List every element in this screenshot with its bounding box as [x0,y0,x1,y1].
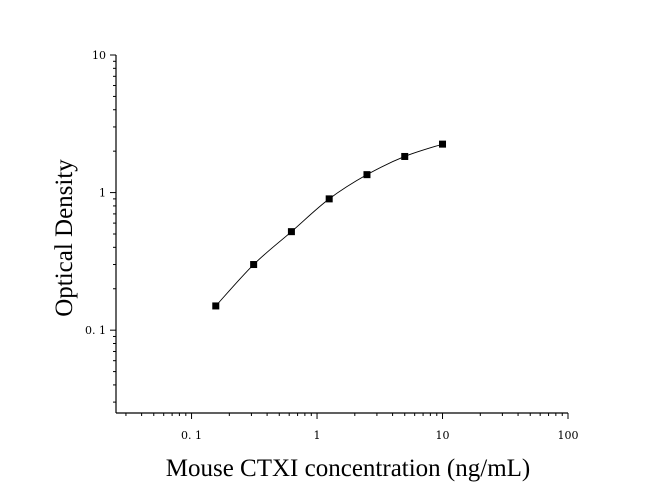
x-axis-title: Mouse CTXI concentration (ng/mL) [166,455,531,482]
x-tick-label: 1 [314,429,321,442]
data-point [212,302,220,310]
x-tick-label: 100 [558,429,579,442]
y-tick-label: 10 [92,49,106,62]
y-tick-label: 0. 1 [85,324,106,337]
x-tick-label: 0. 1 [181,429,202,442]
data-points [212,140,447,310]
data-point [401,152,409,160]
data-point [325,195,333,203]
fit-curve [215,143,443,307]
x-tick-label: 10 [436,429,450,442]
axes [115,55,568,414]
y-ticks: 0. 1 1 10 [85,49,116,403]
data-point [363,171,371,179]
y-axis-title: Optical Density [51,159,78,317]
y-tick-label: 1 [99,187,106,200]
data-point [287,228,295,236]
data-point [250,261,258,269]
x-ticks: 0. 1 1 10 100 [125,413,579,442]
data-point [439,140,447,148]
